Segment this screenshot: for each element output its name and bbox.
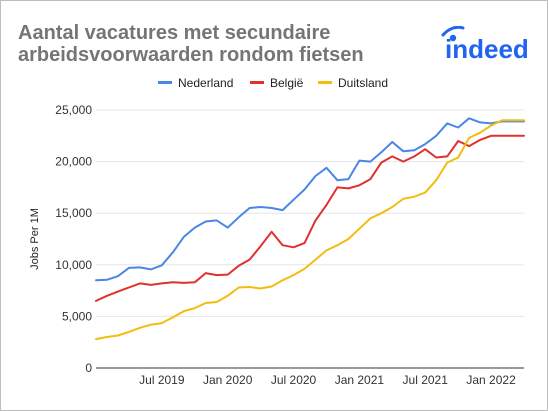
x-tick-label: Jan 2020 bbox=[203, 373, 253, 387]
y-tick-label: 5,000 bbox=[62, 309, 92, 323]
chart-title-line1: Aantal vacatures met secundaire bbox=[18, 22, 331, 44]
y-tick-label: 15,000 bbox=[55, 206, 92, 220]
legend-swatch bbox=[318, 81, 332, 85]
series-line-nederland bbox=[95, 117, 525, 282]
x-tick-label: Jul 2019 bbox=[139, 373, 185, 387]
indeed-logo: indeed bbox=[441, 26, 529, 62]
legend-label: Duitsland bbox=[338, 76, 389, 90]
y-tick-label: 25,000 bbox=[55, 103, 92, 117]
chart-title: Aantal vacatures met secundaire arbeidsv… bbox=[18, 22, 438, 66]
chart-title-line2: arbeidsvoorwaarden rondom fietsen bbox=[18, 44, 364, 66]
x-tick-label: Jul 2020 bbox=[271, 373, 317, 387]
legend-item-belgie[interactable]: België bbox=[250, 76, 303, 90]
x-tick-label: Jul 2021 bbox=[403, 373, 449, 387]
y-axis-label: Jobs Per 1M bbox=[29, 208, 41, 270]
y-tick-label: 0 bbox=[85, 361, 92, 375]
series-line-duitsland bbox=[95, 119, 525, 341]
legend-label: Nederland bbox=[178, 76, 234, 90]
legend-label: België bbox=[270, 76, 304, 90]
y-tick-label: 20,000 bbox=[55, 155, 92, 169]
legend-item-nederland[interactable]: Nederland bbox=[158, 76, 233, 90]
legend-swatch bbox=[250, 81, 264, 85]
legend-swatch bbox=[158, 81, 172, 85]
chart-legend: Nederland België Duitsland bbox=[0, 76, 548, 92]
y-tick-label: 10,000 bbox=[55, 258, 92, 272]
series-line-belgië bbox=[95, 134, 525, 302]
legend-item-duitsland[interactable]: Duitsland bbox=[318, 76, 388, 90]
logo-wordmark: indeed bbox=[445, 34, 529, 62]
x-tick-label: Jan 2021 bbox=[335, 373, 385, 387]
x-tick-label: Jan 2022 bbox=[466, 373, 516, 387]
